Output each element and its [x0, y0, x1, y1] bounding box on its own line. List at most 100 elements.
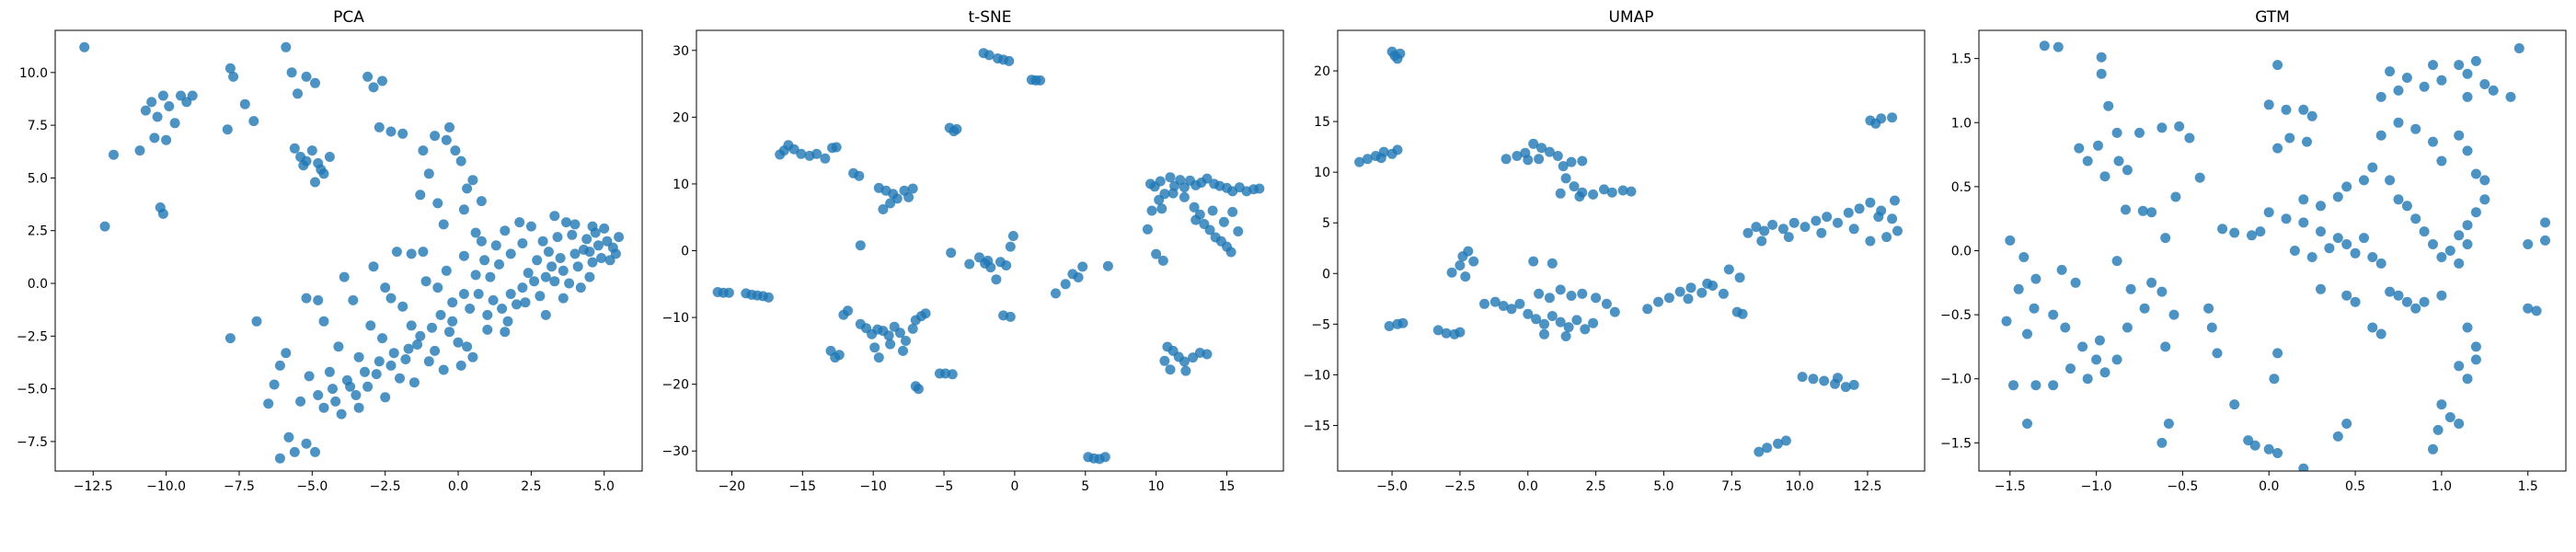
- scatter-point: [1674, 286, 1685, 297]
- x-tick-label: −5.0: [296, 479, 328, 494]
- scatter-point: [2156, 437, 2168, 448]
- scatter-point: [599, 223, 610, 234]
- scatter-points: [2001, 40, 2550, 471]
- scatter-point: [1441, 328, 1452, 339]
- scatter-point: [470, 227, 481, 238]
- scatter-point: [567, 229, 578, 240]
- y-tick-label: 10: [1314, 166, 1330, 180]
- scatter-point: [380, 392, 391, 403]
- scatter-point: [1780, 435, 1791, 446]
- x-tick-label: −15: [789, 479, 817, 494]
- scatter-point: [310, 446, 320, 457]
- scatter-point: [1392, 144, 1403, 155]
- scatter-point: [324, 366, 335, 377]
- scatter-point: [517, 282, 528, 293]
- scatter-point: [2428, 60, 2438, 71]
- scatter-point: [2074, 143, 2085, 154]
- scatter-point: [1626, 186, 1637, 197]
- scatter-point: [907, 183, 918, 194]
- scatter-point: [283, 431, 294, 443]
- scatter-point: [2272, 348, 2283, 359]
- scatter-point: [1060, 279, 1071, 290]
- scatter-point: [561, 217, 571, 228]
- scatter-point: [502, 316, 513, 327]
- scatter-point: [1180, 365, 1191, 376]
- scatter-point: [2454, 130, 2465, 141]
- scatter-point: [2156, 122, 2168, 133]
- scatter-point: [564, 278, 575, 289]
- scatter-point: [1432, 325, 1443, 336]
- scatter-point: [380, 282, 391, 293]
- scatter-point: [572, 261, 583, 272]
- scatter-point: [2082, 155, 2093, 167]
- scatter-point: [1506, 304, 1517, 315]
- x-tick-label: 5: [1081, 479, 1089, 494]
- scatter-point: [1463, 246, 1474, 257]
- scatter-point: [406, 248, 417, 259]
- scatter-point: [1175, 175, 1186, 186]
- scatter-point: [2168, 309, 2179, 320]
- scatter-point: [2341, 419, 2352, 429]
- scatter-point: [2005, 235, 2016, 246]
- scatter-point: [2540, 235, 2550, 246]
- scatter-point: [2462, 322, 2473, 333]
- scatter-point: [438, 219, 449, 230]
- scatter-point: [385, 360, 397, 371]
- scatter-point: [1577, 288, 1588, 299]
- scatter-point: [894, 328, 905, 339]
- scatter-point: [403, 343, 414, 354]
- scatter-point: [164, 101, 175, 111]
- scatter-point: [2298, 104, 2309, 115]
- scatter-point: [1077, 261, 1088, 272]
- scatter-point: [1384, 321, 1395, 331]
- scatter-point: [1870, 118, 1881, 129]
- scatter-point: [2139, 303, 2150, 314]
- scatter-point: [1580, 324, 1591, 335]
- scatter-point: [2111, 256, 2122, 267]
- scatter-point: [1165, 364, 1176, 375]
- scatter-point: [514, 217, 525, 228]
- scatter-point: [2341, 181, 2352, 192]
- scatter-point: [855, 240, 866, 251]
- scatter-point: [1788, 217, 1800, 228]
- scatter-point: [558, 265, 569, 276]
- scatter-point: [1702, 278, 1713, 289]
- scatter-point: [462, 183, 473, 194]
- x-tick-label: −2.5: [1444, 479, 1476, 494]
- scatter-point: [1865, 236, 1876, 247]
- scatter-point: [2393, 290, 2404, 301]
- axes-frame: [696, 29, 1284, 472]
- scatter-point: [1865, 197, 1876, 208]
- scatter-point: [1531, 314, 1542, 325]
- x-tick-label: 0: [1010, 479, 1018, 494]
- scatter-point: [2284, 132, 2295, 144]
- scatter-point: [525, 221, 536, 232]
- scatter-point: [1854, 203, 1865, 214]
- scatter-point: [1653, 296, 1663, 307]
- x-tick-label: 5.0: [1653, 479, 1673, 494]
- scatter-point: [2289, 246, 2300, 256]
- scatter-point: [2077, 341, 2088, 352]
- scatter-point: [371, 369, 382, 380]
- scatter-point: [1005, 311, 1016, 322]
- scatter-point: [2479, 194, 2490, 205]
- scatter-point: [1800, 222, 1811, 233]
- scatter-point: [328, 384, 338, 395]
- scatter-point: [360, 366, 370, 377]
- scatter-point: [391, 247, 402, 258]
- y-tick-label: 20: [1314, 64, 1330, 79]
- scatter-point: [523, 268, 534, 279]
- scatter-point: [1007, 231, 1018, 241]
- y-tick-label: −15: [1303, 419, 1330, 433]
- scatter-point: [453, 337, 464, 348]
- scatter-point: [2298, 194, 2309, 205]
- scatter-point: [444, 327, 454, 338]
- scatter-point: [2523, 239, 2534, 249]
- scatter-point: [140, 105, 151, 116]
- scatter-point: [1004, 55, 1015, 66]
- scatter-point: [2444, 246, 2455, 256]
- scatter-point: [336, 408, 347, 420]
- scatter-point: [1773, 438, 1783, 449]
- scatter-point: [2272, 143, 2283, 154]
- scatter-point: [1539, 328, 1549, 339]
